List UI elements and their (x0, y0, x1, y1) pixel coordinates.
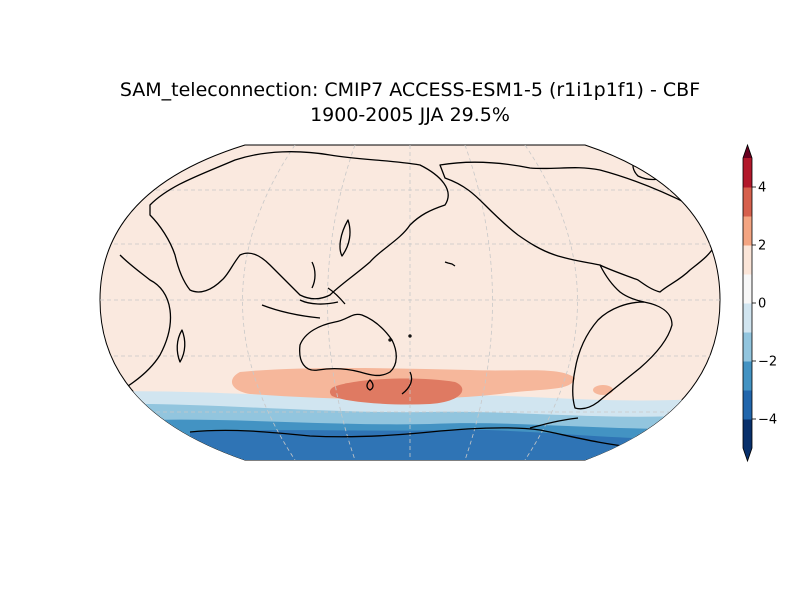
colorbar-band (743, 245, 752, 275)
contour-band-dark-blue (190, 429, 720, 460)
colorbar-extend-max (743, 145, 752, 158)
map-title: SAM_teleconnection: CMIP7 ACCESS-ESM1-5 … (0, 78, 800, 128)
colorbar-tick-label: 4 (758, 181, 766, 196)
colorbar-tick-label: 0 (758, 297, 766, 312)
title-line-1: SAM_teleconnection: CMIP7 ACCESS-ESM1-5 … (119, 79, 701, 101)
colorbar-band (743, 158, 752, 188)
colorbar-extend-min (743, 448, 752, 461)
colorbar-tick-label: −4 (758, 413, 777, 428)
colorbar-band (743, 390, 752, 420)
contour-band-red (329, 378, 463, 405)
colorbar-band (743, 187, 752, 217)
title-line-2: 1900-2005 JJA 29.5% (310, 104, 510, 126)
colorbar-band (743, 419, 752, 449)
gridlines (100, 145, 720, 460)
coastlines (119, 149, 716, 449)
colorbar: −4 −2 0 2 4 (742, 143, 777, 463)
colorbar-band (743, 303, 752, 333)
colorbar-outline (742, 143, 753, 463)
colorbar-band (743, 274, 752, 304)
colorbar-tick-label: 2 (758, 239, 766, 254)
colorbar-band (743, 332, 752, 362)
colorbar-tick-label: −2 (758, 355, 777, 370)
colorbar-band (743, 361, 752, 391)
contour-band-light-red-small (593, 385, 613, 395)
colorbar-band (743, 216, 752, 246)
